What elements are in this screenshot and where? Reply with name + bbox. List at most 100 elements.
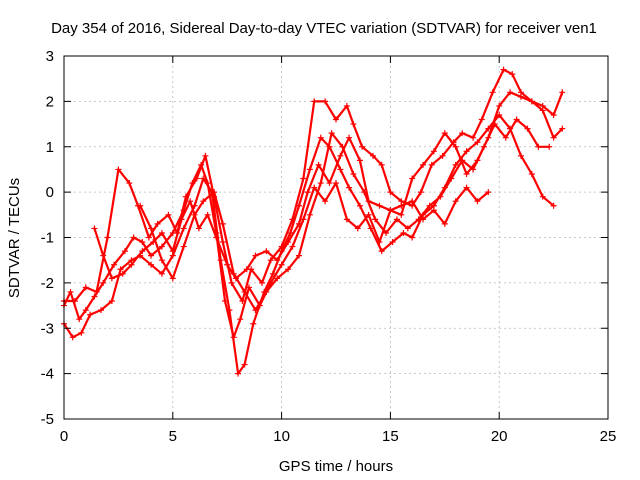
x-tick-label: 0 (60, 428, 68, 445)
data-point (219, 220, 226, 227)
data-point (356, 157, 363, 164)
data-point (274, 275, 281, 282)
y-tick-label: -4 (41, 366, 54, 383)
data-point (82, 307, 89, 314)
data-point (289, 216, 296, 223)
data-point (300, 175, 307, 182)
data-point (361, 189, 368, 196)
data-point (306, 211, 313, 218)
data-point (154, 220, 161, 227)
data-point (333, 116, 339, 123)
data-point (448, 175, 455, 182)
data-point (524, 125, 531, 132)
data-point (200, 175, 207, 182)
data-point (158, 257, 165, 264)
data-point (559, 89, 566, 96)
data-point (478, 116, 485, 123)
data-point (274, 257, 281, 264)
data-point (137, 202, 144, 209)
data-point (491, 121, 498, 128)
data-point (228, 279, 235, 286)
data-point (463, 170, 470, 177)
data-point (463, 184, 470, 191)
data-point (306, 166, 313, 173)
data-point (346, 134, 353, 141)
data-point (169, 248, 176, 255)
data-point (441, 220, 448, 227)
data-point (378, 161, 385, 168)
data-point (459, 157, 466, 164)
data-point (263, 248, 270, 255)
data-point (100, 279, 107, 286)
data-point (158, 243, 165, 250)
data-point (217, 257, 224, 264)
data-point (496, 102, 503, 109)
data-point (343, 216, 350, 223)
data-point (437, 193, 444, 200)
data-point (337, 152, 344, 159)
data-point (259, 279, 266, 286)
data-point (148, 261, 155, 268)
data-point (200, 198, 207, 205)
data-point (474, 139, 481, 146)
data-point (87, 311, 94, 318)
data-point (452, 161, 459, 168)
data-point (158, 270, 165, 277)
data-point (489, 89, 496, 96)
data-point (226, 307, 233, 314)
y-tick-label: 2 (46, 93, 54, 110)
data-point (108, 275, 115, 282)
data-point (430, 148, 437, 155)
data-series (61, 66, 566, 377)
data-point (128, 261, 135, 268)
series-trace (62, 68, 564, 303)
x-axis-label: GPS time / hours (279, 458, 393, 475)
data-point (398, 198, 405, 205)
data-point (459, 130, 466, 137)
data-point (219, 239, 226, 246)
data-point (69, 334, 76, 341)
data-point (470, 166, 477, 173)
data-point (126, 180, 133, 187)
data-point (108, 298, 115, 305)
data-point (100, 252, 107, 259)
data-point (359, 143, 366, 150)
data-point (130, 234, 137, 241)
data-point (441, 130, 448, 137)
data-point (426, 202, 433, 209)
data-point (535, 143, 542, 150)
data-point (509, 71, 516, 78)
data-point (263, 288, 270, 295)
data-point (239, 298, 246, 305)
data-point (474, 198, 481, 205)
data-point (452, 198, 459, 205)
data-point (550, 134, 557, 141)
x-tick-label: 15 (382, 428, 399, 445)
data-point (322, 98, 329, 105)
series-3 (61, 66, 566, 305)
data-point (187, 198, 194, 205)
chart-title: Day 354 of 2016, Sidereal Day-to-day VTE… (51, 20, 597, 37)
data-point (182, 193, 189, 200)
data-point (517, 93, 524, 100)
data-point (241, 288, 248, 295)
series-trace (62, 163, 490, 339)
series-5 (137, 116, 553, 314)
data-point (317, 180, 324, 187)
data-point (333, 180, 339, 187)
data-point (117, 266, 124, 273)
data-point (169, 275, 176, 282)
y-tick-label: -2 (41, 275, 54, 292)
data-point (285, 266, 292, 273)
x-tick-label: 10 (273, 428, 290, 445)
data-point (285, 239, 292, 246)
data-point (372, 216, 379, 223)
data-point (339, 143, 346, 150)
data-point (546, 143, 553, 150)
y-tick-label: -5 (41, 411, 54, 428)
data-point (517, 152, 524, 159)
data-point (121, 248, 128, 255)
data-point (237, 316, 244, 323)
data-point (452, 143, 459, 150)
